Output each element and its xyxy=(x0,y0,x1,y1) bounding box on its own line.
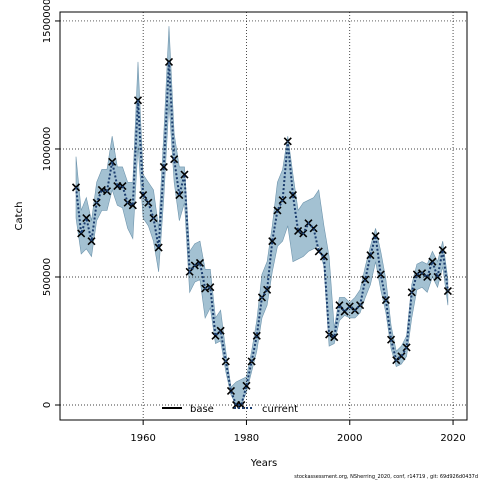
data-point xyxy=(361,275,370,284)
y-tick-label: 0 xyxy=(42,402,53,408)
data-point xyxy=(371,231,380,241)
data-point xyxy=(242,381,251,390)
data-point xyxy=(268,237,277,246)
legend-label: current xyxy=(262,404,298,415)
x-tick-label: 2020 xyxy=(440,433,465,444)
legend-label: base xyxy=(190,404,214,415)
data-point xyxy=(273,206,282,215)
data-point xyxy=(387,335,396,344)
y-axis-label: Catch xyxy=(14,202,25,231)
data-point xyxy=(366,251,375,260)
series-line xyxy=(75,61,449,406)
data-point xyxy=(118,182,127,191)
data-point xyxy=(159,162,168,171)
data-point xyxy=(381,295,390,305)
plot-frame xyxy=(59,11,468,421)
y-tick-label: 500000 xyxy=(42,258,53,296)
y-tick-label: 1500000 xyxy=(42,0,53,43)
data-point xyxy=(216,326,225,335)
data-point xyxy=(154,243,163,252)
data-point xyxy=(252,331,261,340)
data-point xyxy=(294,226,303,235)
data-point xyxy=(226,386,236,395)
data-point xyxy=(206,283,215,292)
x-tick-label: 1980 xyxy=(234,433,259,444)
data-point xyxy=(87,237,96,246)
data-point xyxy=(195,258,205,267)
data-point xyxy=(77,229,86,238)
x-tick-label: 2000 xyxy=(337,433,362,444)
data-point xyxy=(335,301,344,310)
confidence-band xyxy=(75,26,449,406)
footer: stockassessment.org, NSherring_2020, con… xyxy=(294,474,478,480)
data-point xyxy=(433,272,442,282)
data-point xyxy=(438,246,447,255)
x-tick-label: 1960 xyxy=(130,433,155,444)
data-point xyxy=(139,190,148,200)
data-point xyxy=(263,285,272,294)
data-point xyxy=(180,170,189,179)
y-tick-label: 1000000 xyxy=(42,127,53,172)
data-point xyxy=(319,252,328,261)
data-point xyxy=(128,201,137,210)
data-point xyxy=(288,190,298,200)
x-axis-label: Years xyxy=(250,458,277,469)
data-point xyxy=(428,257,437,266)
data-point xyxy=(82,214,91,223)
data-point xyxy=(175,190,184,200)
data-point xyxy=(330,333,339,342)
